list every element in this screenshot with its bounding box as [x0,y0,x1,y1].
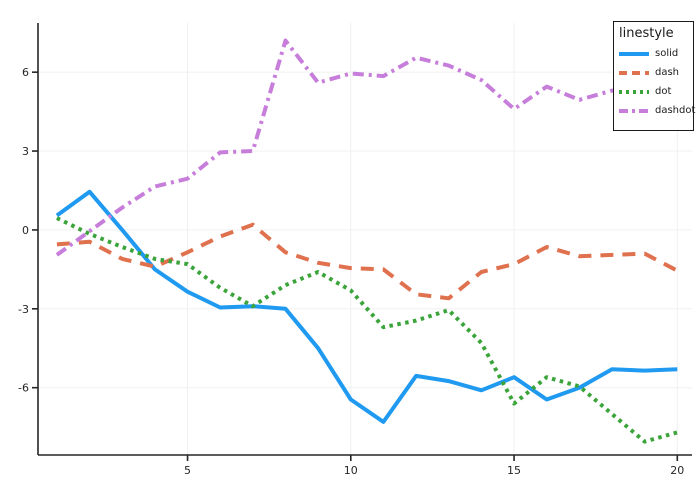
y-tick-label: -3 [18,303,29,316]
legend-entries: solid dash dot dashdot [619,44,696,120]
legend-label-dash: dash [655,67,680,78]
series-dashdot [55,38,678,257]
y-tick-label: -6 [18,382,29,395]
series-dot [56,216,678,444]
x-tick-label: 5 [184,464,191,477]
series-dash [56,222,679,301]
y-tick-label: 0 [22,224,29,237]
y-tick-label: 6 [22,66,29,79]
solid-line-sample [619,51,649,56]
x-tick-label: 20 [670,464,684,477]
x-tick-label: 15 [507,464,521,477]
legend-entry-solid: solid [619,44,693,63]
legend-label-solid: solid [655,48,679,59]
dot-line-sample [619,89,649,94]
y-tick-label: 3 [22,145,29,158]
dash-line-sample [619,70,649,75]
legend-entry-dot: dot [619,82,693,101]
legend-entry-dashdot: dashdot [619,101,696,120]
x-tick-label: 10 [344,464,358,477]
legend: linestyle solid dash dot dashdot [613,21,696,131]
legend-title: linestyle [619,26,674,41]
series-solid [55,189,678,424]
legend-label-dot: dot [655,86,672,97]
dashdot-line-sample [619,108,649,113]
legend-entry-dash: dash [619,63,693,82]
legend-label-dashdot: dashdot [655,105,696,116]
